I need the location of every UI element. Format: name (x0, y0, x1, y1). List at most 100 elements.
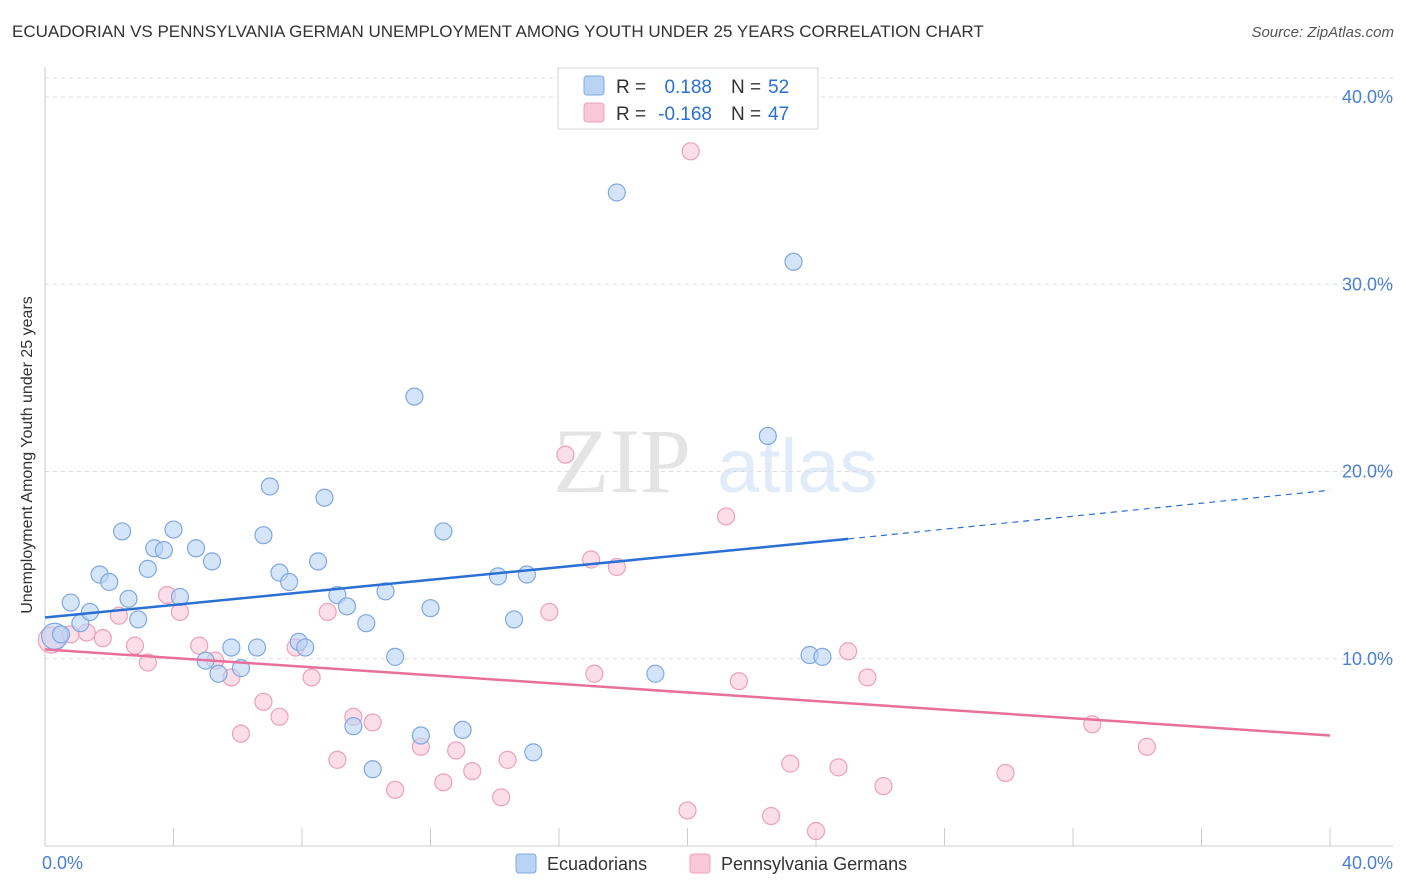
pennsylvania-germans-point (498, 750, 517, 769)
pennsylvania-germans-point (138, 653, 157, 672)
pennsylvania-germans-point (434, 773, 453, 792)
ecuadorians-point (202, 552, 222, 571)
bottom-legend-swatch-ecuadorians (515, 853, 537, 874)
pennsylvania-germans-point (806, 821, 826, 841)
pennsylvania-germans-point (761, 806, 781, 826)
legend-n-label-2: N = (731, 104, 761, 125)
bottom-legend-label-pennsylvania-germans: Pennsylvania Germans (721, 854, 907, 874)
pennsylvania-germans-point (556, 445, 575, 464)
pennsylvania-germans-point (125, 636, 145, 655)
pennsylvania-germans-point (270, 707, 289, 726)
legend-n-value-1: 52 (768, 77, 789, 98)
ecuadorians-point (344, 717, 363, 736)
legend-r-label-1: R = (616, 77, 646, 98)
trend-lines (44, 489, 1331, 737)
ecuadorians-point (315, 488, 334, 507)
pennsylvania-germans-point (996, 763, 1015, 783)
pennsylvania-germans-point (447, 741, 466, 760)
axes (44, 67, 1393, 847)
ecuadorians-point (112, 522, 132, 541)
pennsylvania-germans-point (858, 668, 877, 687)
legend-n-value-2: 47 (768, 104, 789, 125)
ecuadorians-point (524, 743, 543, 762)
pennsylvania-germans-point (716, 507, 736, 526)
pennsylvania-germans-point (318, 602, 337, 622)
ecuadorians-point (308, 552, 328, 571)
pennsylvania-germans-point (678, 801, 697, 820)
y-tick-label: 10.0% (1342, 649, 1393, 669)
pennsylvania-germans-point (463, 761, 482, 781)
ecuadorians-point (363, 760, 382, 779)
ecuadorians-point (646, 664, 665, 683)
legend-r-label-2: R = (616, 104, 646, 125)
legend-swatch-pink (583, 102, 605, 123)
ecuadorians-point (100, 572, 119, 592)
y-tick-label: 20.0% (1342, 462, 1393, 482)
watermark: ZIP atlas (553, 410, 878, 512)
pennsylvania-germans-point (363, 713, 382, 732)
watermark-zip: ZIP (553, 410, 691, 512)
pennsylvania-germans-point (729, 672, 749, 691)
pennsylvania-germans-point (1137, 737, 1156, 756)
source-label: Source: ZipAtlas.com (1251, 24, 1394, 41)
ecuadorians-point (421, 599, 440, 618)
x-tick-label-max: 40.0% (1342, 853, 1393, 873)
ecuadorians-point (405, 387, 424, 406)
pennsylvania-germans-point (190, 636, 209, 655)
ecuadorians-point (129, 610, 148, 629)
pennsylvania-germans-point (231, 724, 251, 743)
ecuadorians-point (186, 539, 206, 558)
series-pennsylvania-germans (37, 142, 1156, 841)
series-legend: Ecuadorians Pennsylvania Germans (515, 853, 907, 874)
ecuadorians-point (296, 638, 315, 657)
ecuadorians-trend-extension (848, 489, 1331, 540)
ecuadorians-point (453, 720, 472, 740)
ecuadorians-point (411, 726, 430, 745)
ecuadorians-point (260, 477, 279, 496)
bottom-legend-swatch-pennsylvania-germans (689, 853, 711, 874)
gridlines (45, 77, 1393, 660)
legend-r-value-1: 0.188 (664, 77, 712, 98)
legend-swatch-blue (583, 75, 605, 96)
ecuadorians-point (247, 638, 267, 657)
ecuadorians-point (386, 647, 405, 666)
legend-n-label-1: N = (731, 77, 761, 98)
ecuadorians-point (154, 541, 173, 560)
ecuadorians-point (61, 593, 80, 612)
ecuadorians-point (784, 252, 803, 271)
pennsylvania-germans-point (254, 692, 273, 711)
ecuadorians-point (504, 610, 524, 629)
chart-title: ECUADORIAN VS PENNSYLVANIA GERMAN UNEMPL… (12, 22, 984, 41)
pennsylvania-germans-point (829, 758, 848, 777)
series-ecuadorians (41, 183, 832, 779)
pennsylvania-germans-point (492, 788, 511, 807)
ecuadorians-point (209, 664, 228, 683)
pennsylvania-germans-point (302, 668, 321, 687)
pennsylvania-germans-point (386, 780, 405, 799)
ecuadorians-point (813, 647, 832, 666)
pennsylvania-germans-point (328, 750, 347, 769)
ecuadorians-point (119, 589, 138, 608)
ecuadorians-trend-line (44, 537, 849, 619)
x-tick-label-min: 0.0% (42, 853, 83, 873)
ecuadorians-point (434, 522, 453, 541)
ecuadorians-point (138, 559, 157, 578)
y-tick-label: 40.0% (1342, 87, 1393, 107)
ecuadorians-point (222, 638, 241, 657)
ecuadorians-point (51, 625, 71, 644)
ecuadorians-point (164, 520, 183, 539)
y-tick-label: 30.0% (1342, 274, 1393, 294)
watermark-atlas: atlas (717, 424, 878, 509)
pennsylvania-germans-point (93, 629, 112, 648)
tick-labels: 10.0% 20.0% 30.0% 40.0% 0.0% 40.0% (42, 87, 1393, 873)
correlation-legend: R = 0.188 N = 52 R = -0.168 N = 47 (557, 67, 819, 130)
ecuadorians-point (337, 597, 357, 616)
pennsylvania-germans-trend-line (44, 648, 1331, 737)
ecuadorians-point (280, 572, 299, 592)
pennsylvania-germans-point (681, 142, 700, 161)
ecuadorians-point (607, 183, 626, 202)
ecuadorians-point (357, 614, 376, 633)
ecuadorians-point (758, 426, 777, 446)
pennsylvania-germans-point (781, 754, 800, 773)
